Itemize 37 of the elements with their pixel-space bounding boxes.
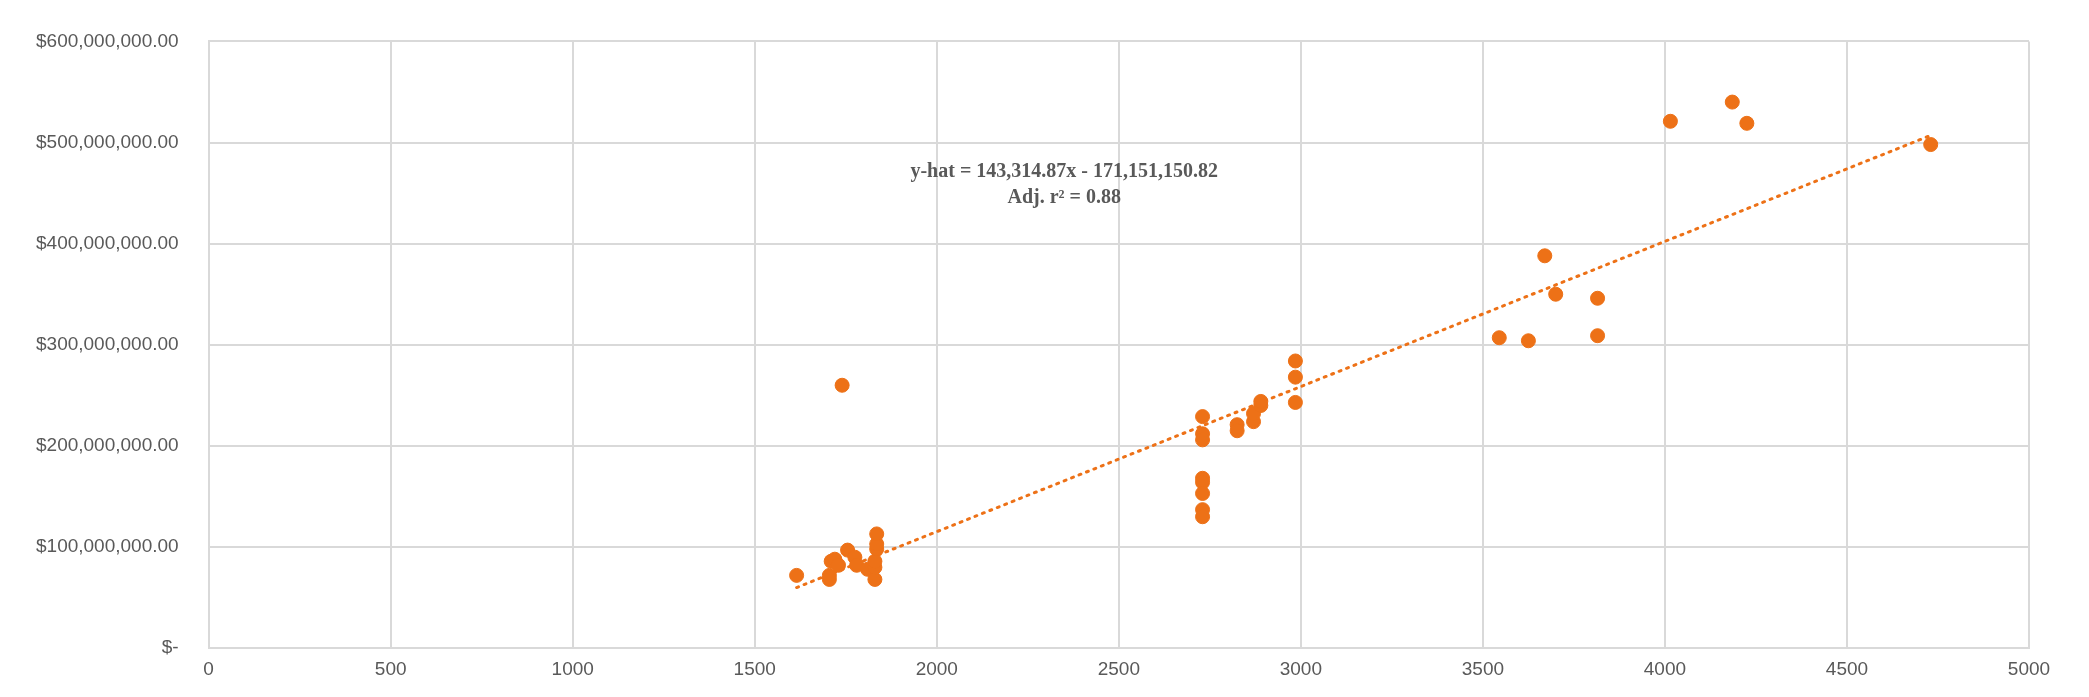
point — [1923, 137, 1939, 153]
annotation: Adj. r² = 0.88 — [1007, 184, 1121, 208]
point — [1548, 286, 1564, 302]
x-tick-label: 2500 — [1097, 657, 1140, 679]
point — [789, 567, 805, 583]
point — [830, 557, 846, 573]
x-tick-label: 4500 — [1825, 657, 1869, 679]
point — [1724, 94, 1740, 110]
y-tick-label: $500,000,000.00 — [36, 130, 179, 152]
point — [1520, 333, 1536, 349]
x-tick-label: 500 — [374, 657, 407, 679]
point — [1590, 328, 1606, 344]
x-tick-label: 3000 — [1279, 657, 1322, 679]
point — [1590, 290, 1606, 306]
point — [1195, 409, 1211, 425]
x-tick-label: 1000 — [551, 657, 594, 679]
point — [1287, 353, 1303, 369]
x-tick-label: 4000 — [1643, 657, 1687, 679]
annotation: y-hat = 143,314.87x - 171,151,150.82 — [910, 158, 1218, 182]
x-tick-label: 3500 — [1461, 657, 1505, 679]
point — [834, 377, 850, 393]
y-tick-label: $- — [161, 636, 179, 658]
x-tick-label: 0 — [203, 657, 214, 679]
y-tick-label: $200,000,000.00 — [36, 434, 179, 456]
point — [1491, 330, 1507, 346]
x-tick-label: 5000 — [2007, 657, 2051, 679]
point — [1537, 248, 1553, 264]
x-tick-label: 1500 — [733, 657, 776, 679]
point — [1662, 113, 1678, 129]
point — [1287, 394, 1303, 410]
point — [1287, 369, 1303, 385]
y-tick-label: $300,000,000.00 — [36, 333, 179, 355]
y-tick-label: $100,000,000.00 — [36, 535, 179, 557]
y-tick-label: $600,000,000.00 — [36, 29, 179, 51]
x-tick-label: 2000 — [915, 657, 958, 679]
point — [1739, 115, 1755, 131]
y-tick-label: $400,000,000.00 — [36, 231, 179, 253]
